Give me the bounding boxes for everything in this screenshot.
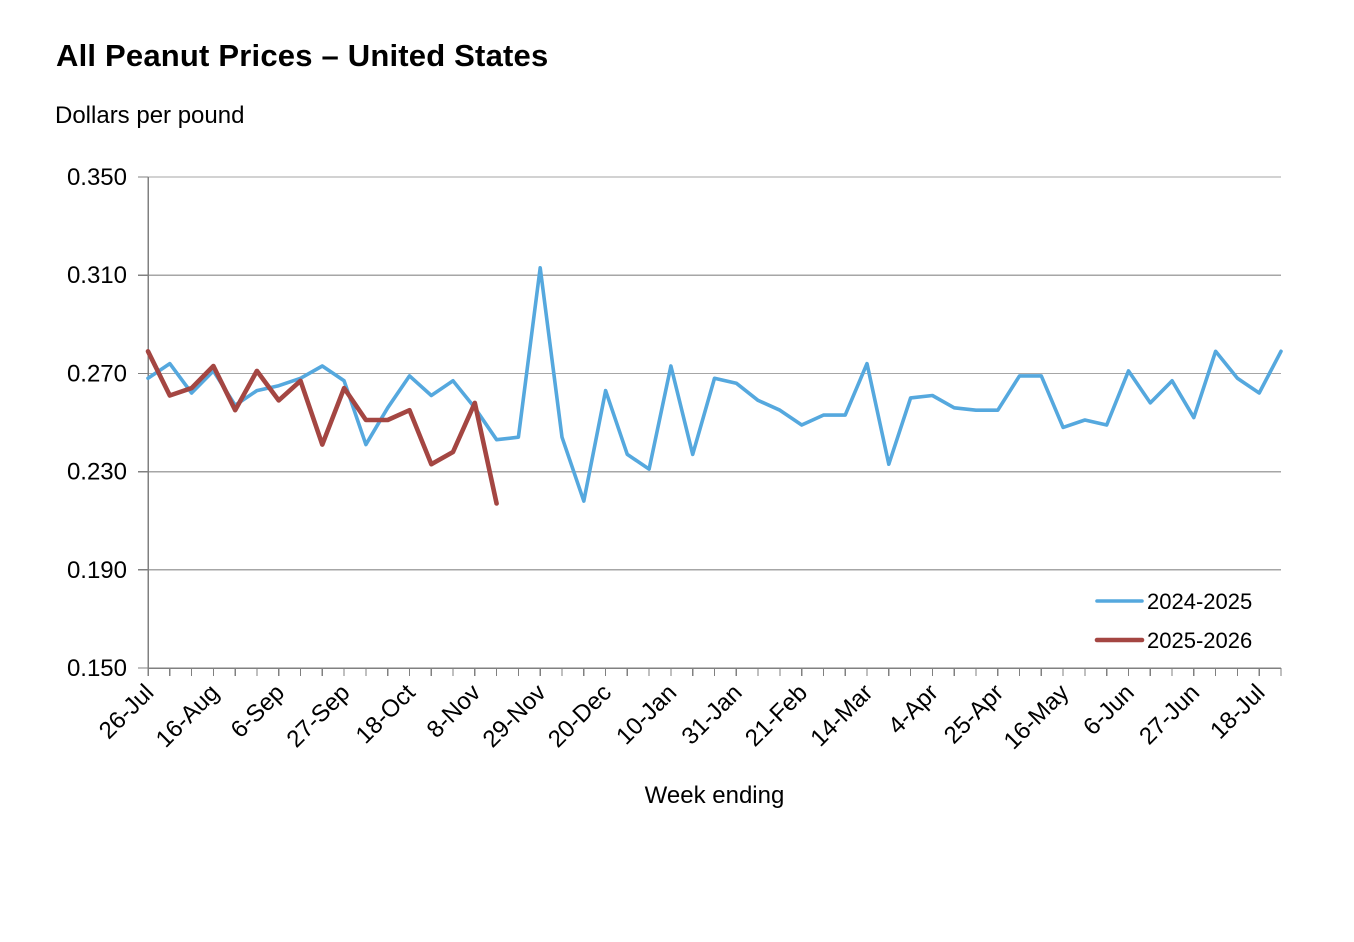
x-axis-tick-label: 14-Mar: [805, 679, 878, 752]
series-line-2024-2025: [146, 266, 1283, 503]
chart-subtitle: Dollars per pound: [55, 102, 245, 129]
x-axis-tick-label: 26-Jul: [94, 679, 159, 744]
x-axis-title: Week ending: [644, 782, 785, 809]
x-axis-tick-label: 21-Feb: [740, 679, 813, 752]
y-axis-tick-label: 0.190: [67, 557, 127, 584]
y-axis-tick-label: 0.310: [67, 262, 127, 289]
x-axis-tick-label: 4-Apr: [883, 679, 944, 740]
x-axis-tick-label: 29-Nov: [478, 679, 552, 753]
x-axis-tick-label: 18-Oct: [351, 679, 421, 749]
x-axis-tick-label: 18-Jul: [1205, 679, 1270, 744]
y-axis-tick-label: 0.230: [67, 459, 127, 486]
x-axis-tick-label: 20-Dec: [543, 679, 617, 753]
x-axis-tick-label: 16-Aug: [151, 679, 225, 753]
y-axis-tick-label: 0.150: [67, 655, 127, 682]
x-axis-tick-label: 31-Jan: [677, 679, 748, 750]
x-axis-tick-label: 6-Jun: [1078, 679, 1140, 741]
x-axis-tick-label: 10-Jan: [611, 679, 682, 750]
x-axis-tick-label: 27-Jun: [1134, 679, 1205, 750]
legend-label: 2024-2025: [1147, 589, 1252, 614]
x-axis-tick-label: 25-Apr: [939, 679, 1009, 749]
legend-label: 2025-2026: [1147, 628, 1252, 653]
y-axis-tick-label: 0.350: [67, 164, 127, 191]
y-axis-tick-label: 0.270: [67, 360, 127, 387]
x-axis-tick-label: 27-Sep: [282, 679, 356, 753]
series-line-2025-2026: [145, 349, 499, 506]
chart-title: All Peanut Prices – United States: [56, 38, 549, 73]
x-axis-tick-label: 16-May: [999, 679, 1075, 755]
